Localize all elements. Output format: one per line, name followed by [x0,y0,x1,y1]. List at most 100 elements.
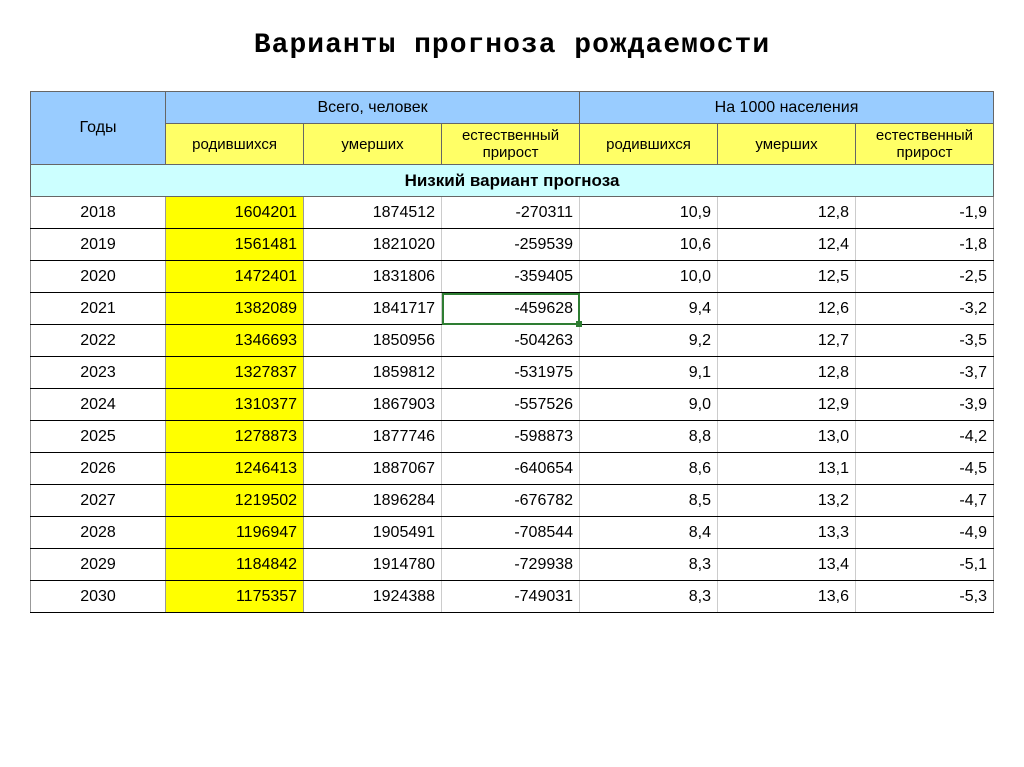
cell-born-rate[interactable]: 9,0 [580,389,718,421]
cell-died-people[interactable]: 1924388 [304,581,442,613]
cell-died-people[interactable]: 1874512 [304,197,442,229]
cell-born-rate[interactable]: 9,1 [580,357,718,389]
cell-natural-people[interactable]: -359405 [442,261,580,293]
cell-born-rate[interactable]: 9,2 [580,325,718,357]
cell-born-people[interactable]: 1246413 [166,453,304,485]
cell-born-people[interactable]: 1561481 [166,229,304,261]
cell-died-rate[interactable]: 12,8 [718,197,856,229]
cell-natural-people[interactable]: -749031 [442,581,580,613]
cell-born-rate[interactable]: 10,9 [580,197,718,229]
cell-died-rate[interactable]: 12,4 [718,229,856,261]
cell-year[interactable]: 2028 [31,517,166,549]
col-died-rate: умерших [718,124,856,165]
cell-year[interactable]: 2018 [31,197,166,229]
cell-natural-rate[interactable]: -4,9 [856,517,994,549]
cell-died-rate[interactable]: 12,9 [718,389,856,421]
cell-year[interactable]: 2019 [31,229,166,261]
cell-died-people[interactable]: 1831806 [304,261,442,293]
cell-died-people[interactable]: 1896284 [304,485,442,517]
cell-born-rate[interactable]: 8,8 [580,421,718,453]
cell-natural-rate[interactable]: -3,9 [856,389,994,421]
cell-natural-people[interactable]: -259539 [442,229,580,261]
cell-born-people[interactable]: 1327837 [166,357,304,389]
cell-died-people[interactable]: 1841717 [304,293,442,325]
cell-natural-rate[interactable]: -1,9 [856,197,994,229]
cell-natural-people[interactable]: -676782 [442,485,580,517]
cell-died-rate[interactable]: 13,6 [718,581,856,613]
cell-died-rate[interactable]: 12,6 [718,293,856,325]
cell-died-rate[interactable]: 13,0 [718,421,856,453]
cell-natural-people[interactable]: -598873 [442,421,580,453]
cell-died-rate[interactable]: 13,1 [718,453,856,485]
cell-died-rate[interactable]: 13,2 [718,485,856,517]
cell-natural-people[interactable]: -459628 [442,293,580,325]
table-row: 202313278371859812-5319759,112,8-3,7 [31,357,994,389]
cell-born-people[interactable]: 1196947 [166,517,304,549]
cell-died-people[interactable]: 1867903 [304,389,442,421]
cell-natural-rate[interactable]: -3,7 [856,357,994,389]
cell-born-rate[interactable]: 8,3 [580,549,718,581]
cell-year[interactable]: 2027 [31,485,166,517]
cell-died-people[interactable]: 1887067 [304,453,442,485]
cell-born-people[interactable]: 1604201 [166,197,304,229]
cell-natural-people[interactable]: -640654 [442,453,580,485]
cell-born-rate[interactable]: 8,5 [580,485,718,517]
table-row: 202014724011831806-35940510,012,5-2,5 [31,261,994,293]
cell-natural-rate[interactable]: -4,2 [856,421,994,453]
cell-born-people[interactable]: 1346693 [166,325,304,357]
cell-born-rate[interactable]: 9,4 [580,293,718,325]
cell-year[interactable]: 2030 [31,581,166,613]
cell-year[interactable]: 2024 [31,389,166,421]
cell-natural-people[interactable]: -557526 [442,389,580,421]
cell-born-rate[interactable]: 8,6 [580,453,718,485]
cell-year[interactable]: 2025 [31,421,166,453]
cell-died-rate[interactable]: 13,4 [718,549,856,581]
cell-natural-people[interactable]: -531975 [442,357,580,389]
cell-born-rate[interactable]: 10,6 [580,229,718,261]
cell-died-people[interactable]: 1877746 [304,421,442,453]
cell-natural-rate[interactable]: -5,3 [856,581,994,613]
cell-died-rate[interactable]: 12,7 [718,325,856,357]
table-row: 202512788731877746-5988738,813,0-4,2 [31,421,994,453]
cell-year[interactable]: 2020 [31,261,166,293]
cell-natural-rate[interactable]: -4,5 [856,453,994,485]
col-years: Годы [31,92,166,165]
cell-year[interactable]: 2021 [31,293,166,325]
cell-died-people[interactable]: 1914780 [304,549,442,581]
cell-died-rate[interactable]: 12,8 [718,357,856,389]
cell-year[interactable]: 2029 [31,549,166,581]
cell-born-people[interactable]: 1219502 [166,485,304,517]
cell-natural-rate[interactable]: -3,2 [856,293,994,325]
cell-born-people[interactable]: 1310377 [166,389,304,421]
col-natural-rate: естественный прирост [856,124,994,165]
cell-natural-people[interactable]: -708544 [442,517,580,549]
cell-year[interactable]: 2023 [31,357,166,389]
cell-natural-rate[interactable]: -4,7 [856,485,994,517]
cell-natural-rate[interactable]: -1,8 [856,229,994,261]
cell-natural-people[interactable]: -270311 [442,197,580,229]
table-row: 203011753571924388-7490318,313,6-5,3 [31,581,994,613]
cell-natural-rate[interactable]: -2,5 [856,261,994,293]
cell-born-people[interactable]: 1278873 [166,421,304,453]
cell-died-people[interactable]: 1850956 [304,325,442,357]
cell-year[interactable]: 2022 [31,325,166,357]
cell-died-people[interactable]: 1905491 [304,517,442,549]
cell-born-people[interactable]: 1184842 [166,549,304,581]
cell-born-rate[interactable]: 8,4 [580,517,718,549]
cell-natural-people[interactable]: -729938 [442,549,580,581]
cell-born-people[interactable]: 1382089 [166,293,304,325]
cell-born-rate[interactable]: 10,0 [580,261,718,293]
cell-born-people[interactable]: 1175357 [166,581,304,613]
cell-died-rate[interactable]: 13,3 [718,517,856,549]
cell-natural-people[interactable]: -504263 [442,325,580,357]
cell-died-rate[interactable]: 12,5 [718,261,856,293]
cell-natural-rate[interactable]: -5,1 [856,549,994,581]
table-body: 201816042011874512-27031110,912,8-1,9201… [31,197,994,613]
table-row: 202911848421914780-7299388,313,4-5,1 [31,549,994,581]
cell-died-people[interactable]: 1859812 [304,357,442,389]
cell-year[interactable]: 2026 [31,453,166,485]
cell-born-people[interactable]: 1472401 [166,261,304,293]
cell-born-rate[interactable]: 8,3 [580,581,718,613]
cell-natural-rate[interactable]: -3,5 [856,325,994,357]
cell-died-people[interactable]: 1821020 [304,229,442,261]
